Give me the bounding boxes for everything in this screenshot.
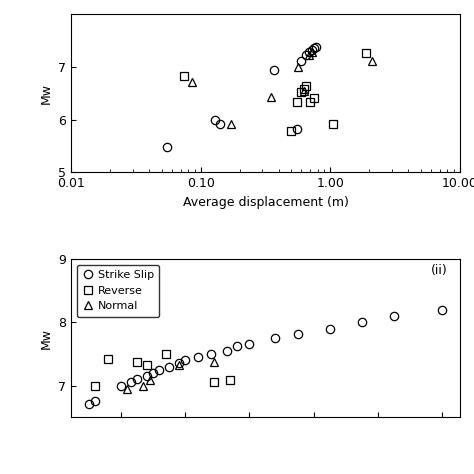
Text: (ii): (ii): [431, 264, 448, 277]
X-axis label: Average displacement (m): Average displacement (m): [182, 196, 348, 209]
Y-axis label: Mw: Mw: [40, 328, 53, 348]
Y-axis label: Mw: Mw: [40, 83, 53, 104]
Legend: Strike Slip, Reverse, Normal: Strike Slip, Reverse, Normal: [77, 264, 159, 317]
